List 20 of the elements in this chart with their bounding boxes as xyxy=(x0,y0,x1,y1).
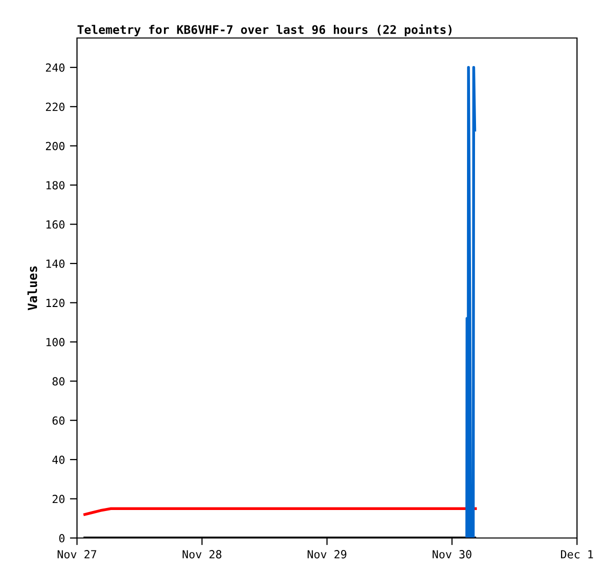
y-tick-label: 20 xyxy=(52,494,64,504)
y-tick-label: 100 xyxy=(46,338,64,346)
y-tick-label: 0 xyxy=(59,534,64,542)
x-tick-label: Nov 30 xyxy=(432,550,472,558)
y-tick-label: 40 xyxy=(52,456,64,464)
y-tick-label: 240 xyxy=(46,63,64,72)
y-axis-title: Values xyxy=(27,266,38,310)
y-tick-label: 80 xyxy=(52,377,64,386)
y-tick-label: 180 xyxy=(46,181,64,190)
x-tick-label: Nov 28 xyxy=(182,550,222,558)
y-tick-label: 200 xyxy=(46,142,64,150)
y-tick-label: 220 xyxy=(46,102,64,112)
y-tick-label: 140 xyxy=(46,259,64,268)
chart-title: Telemetry for KB6VHF-7 over last 96 hours (22 points) xyxy=(78,24,452,36)
y-tick-label: 120 xyxy=(46,298,64,308)
x-tick-label: Dec 1 xyxy=(561,550,593,558)
y-tick-label: 60 xyxy=(52,416,64,425)
x-tick-label: Nov 27 xyxy=(58,550,96,558)
y-tick-label: 160 xyxy=(46,220,64,229)
x-tick-label: Nov 29 xyxy=(308,550,346,558)
